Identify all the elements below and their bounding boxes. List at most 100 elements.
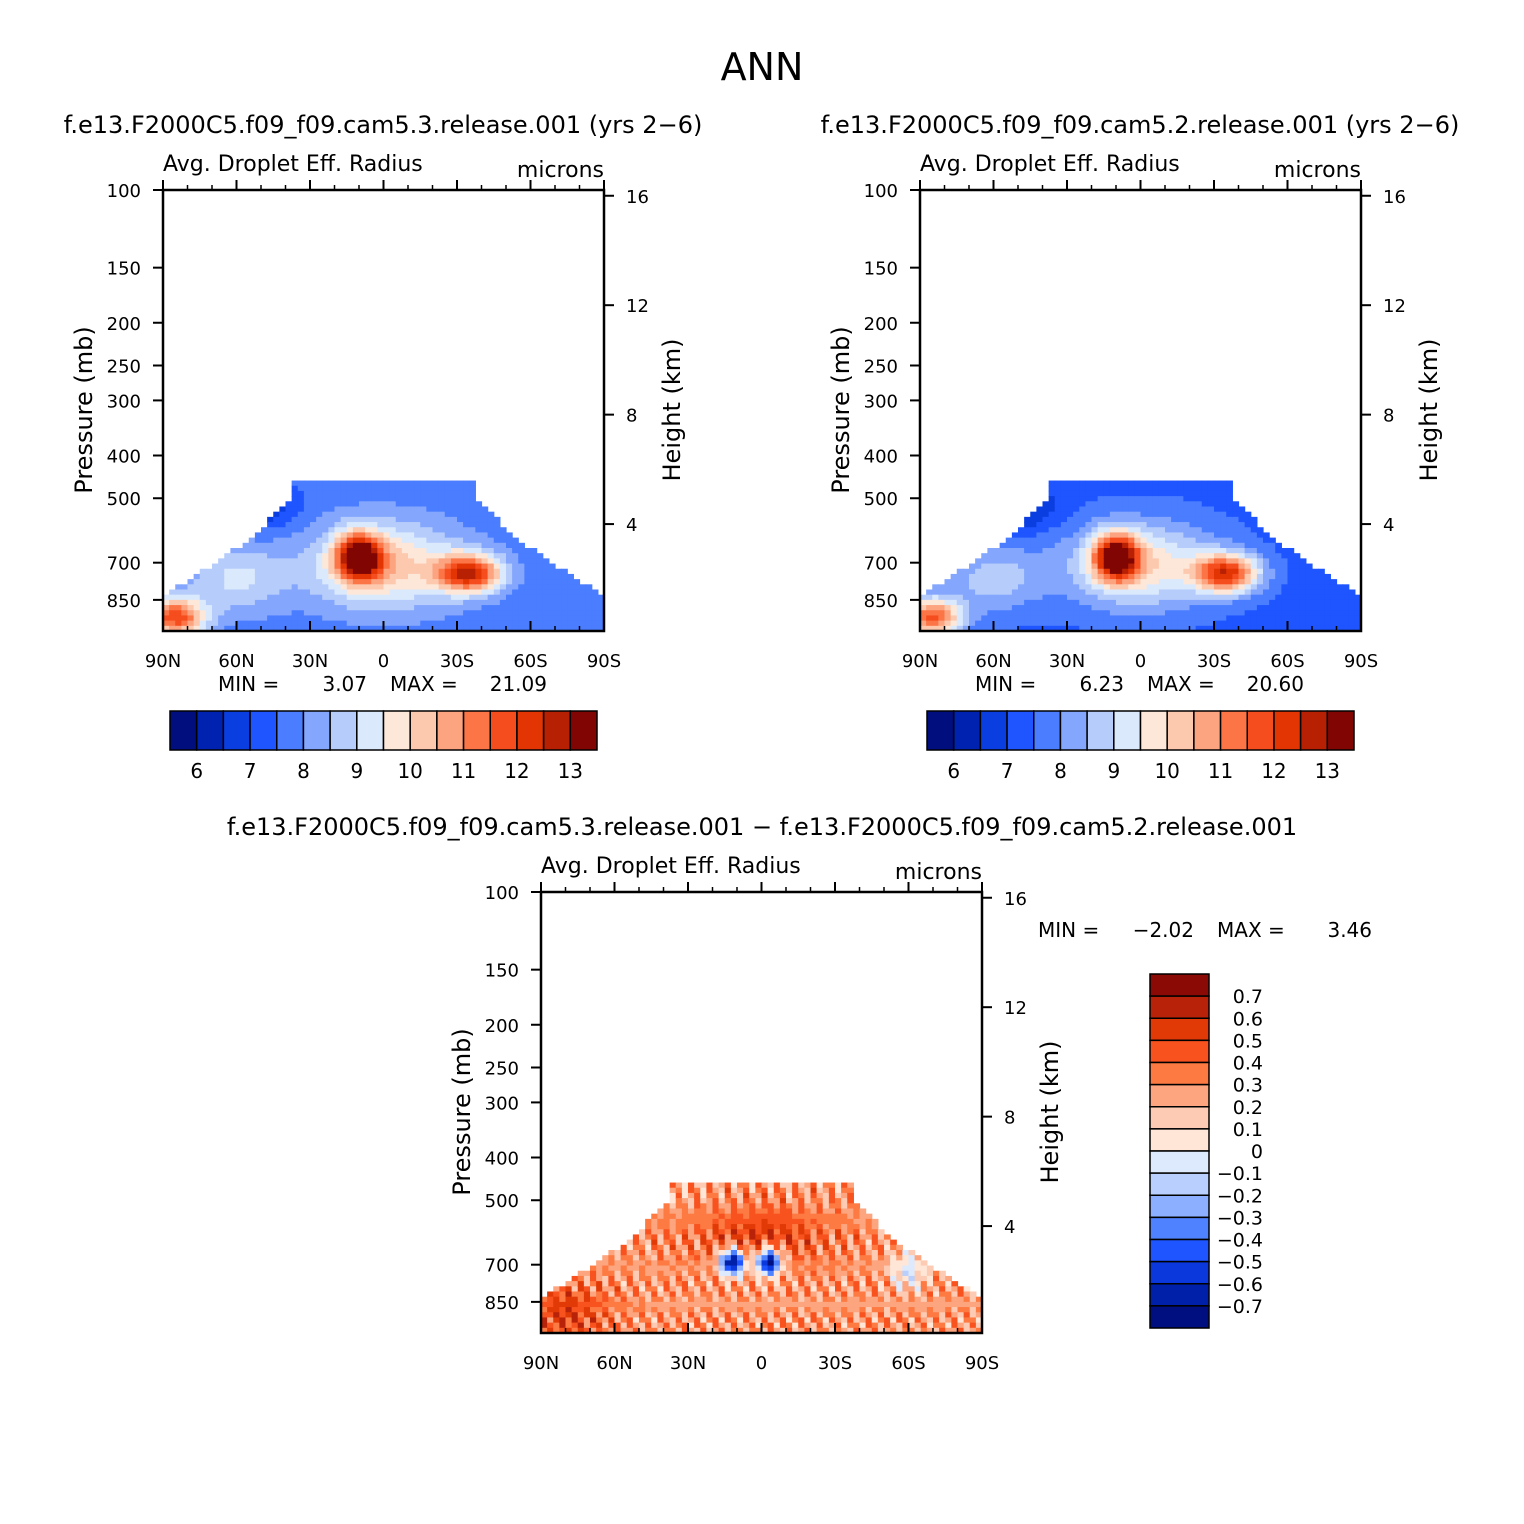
heatmap-cell (1048, 558, 1056, 565)
heatmap-cell (199, 589, 207, 596)
heatmap-cell (481, 579, 489, 585)
heatmap-cell (761, 1275, 769, 1282)
heatmap-cell (1128, 573, 1135, 580)
heatmap-cell (718, 1286, 726, 1293)
heatmap-cell (273, 553, 280, 559)
heatmap-cell (1060, 547, 1068, 554)
heatmap-cell (773, 1208, 781, 1215)
heatmap-cell (590, 1286, 597, 1293)
heatmap-cell (871, 1312, 879, 1319)
heatmap-cell (718, 1198, 726, 1204)
heatmap-cell (963, 1327, 971, 1334)
heatmap-cell (730, 1213, 738, 1220)
heatmap-cell (712, 1275, 720, 1282)
heatmap-cell (212, 584, 219, 591)
heatmap-cell (383, 522, 391, 528)
heatmap-cell (663, 1301, 671, 1308)
heatmap-cell (383, 568, 391, 575)
heatmap-cell (444, 527, 452, 534)
heatmap-cell (487, 615, 495, 622)
heatmap-cell (847, 1260, 854, 1267)
heatmap-cell (1116, 532, 1123, 539)
heatmap-cell (1293, 584, 1301, 591)
heatmap-cell (577, 1286, 585, 1293)
heatmap-cell (865, 1296, 873, 1303)
heatmap-cell (761, 1224, 769, 1230)
heatmap-cell (583, 1281, 591, 1287)
heatmap-cell (1348, 599, 1356, 606)
heatmap-cell (773, 1291, 781, 1298)
heatmap-cell (261, 558, 268, 565)
heatmap-cell (1024, 573, 1031, 580)
heatmap-cell (426, 553, 434, 559)
heatmap-cell (755, 1281, 763, 1287)
heatmap-cell (602, 1291, 609, 1298)
heatmap-cell (841, 1249, 848, 1256)
heatmap-cell (389, 563, 397, 570)
heatmap-cell (414, 599, 421, 606)
min-label: MIN = (975, 672, 1036, 696)
heatmap-cell (810, 1203, 818, 1210)
heatmap-cell (536, 610, 544, 617)
heatmap-cell (737, 1291, 744, 1298)
heatmap-cell (859, 1291, 867, 1298)
heatmap-cell (767, 1208, 775, 1215)
heatmap-cell (457, 542, 464, 549)
heatmap-cell (432, 594, 440, 601)
y-tick-label: 850 (485, 1293, 519, 1314)
heatmap-cell (1085, 537, 1093, 544)
heatmap-cell (956, 615, 964, 622)
heatmap-cell (1054, 501, 1062, 508)
heatmap-cell (395, 568, 403, 575)
heatmap-cell (1336, 625, 1344, 632)
heatmap-cell (297, 547, 305, 554)
heatmap-cell (620, 1286, 628, 1293)
heatmap-cell (506, 594, 513, 601)
heatmap-cell (297, 532, 305, 539)
heatmap-cell (828, 1213, 836, 1220)
heatmap-cell (859, 1301, 867, 1308)
heatmap-cell (865, 1255, 873, 1261)
heatmap-cell (1201, 584, 1209, 591)
heatmap-cell (743, 1281, 750, 1287)
heatmap-cell (761, 1327, 769, 1334)
heatmap-cell (334, 522, 342, 528)
heatmap-cell (1067, 605, 1074, 611)
heatmap-cell (1275, 605, 1282, 611)
heatmap-cell (475, 615, 483, 622)
heatmap-cell (645, 1249, 652, 1256)
heatmap-cell (1073, 496, 1080, 502)
heatmap-cell (896, 1296, 903, 1303)
heatmap-cell (755, 1187, 763, 1194)
heatmap-cell (1048, 605, 1056, 611)
heatmap-cell (1011, 542, 1019, 549)
heatmap-cell (743, 1244, 750, 1251)
heatmap-cell (1189, 522, 1197, 528)
heatmap-cell (1122, 490, 1129, 497)
heatmap-cell (1195, 568, 1203, 575)
heatmap-cell (261, 584, 268, 591)
heatmap-cell (755, 1301, 763, 1308)
heatmap-cell (577, 1322, 585, 1329)
heatmap-cell (414, 625, 421, 632)
heatmap-cell (310, 480, 317, 487)
heatmap-cell (359, 490, 366, 497)
colorbar-label: 0.2 (1233, 1097, 1263, 1119)
heatmap-cell (444, 589, 452, 596)
heatmap-cell (371, 589, 378, 596)
heatmap-cell (450, 599, 458, 606)
heatmap-cell (267, 584, 274, 591)
heatmap-cell (1073, 563, 1080, 570)
heatmap-cell (1336, 594, 1344, 601)
heatmap-cell (1330, 594, 1338, 601)
heatmap-cell (1011, 625, 1019, 632)
heatmap-cell (450, 615, 458, 622)
heatmap-cell (816, 1255, 824, 1261)
heatmap-cell (1183, 532, 1191, 539)
heatmap-cell (951, 1286, 959, 1293)
heatmap-cell (444, 480, 452, 487)
heatmap-cell (1054, 610, 1062, 617)
heatmap-cell (1116, 568, 1123, 575)
heatmap-cell (444, 506, 452, 513)
heatmap-cell (242, 625, 250, 632)
